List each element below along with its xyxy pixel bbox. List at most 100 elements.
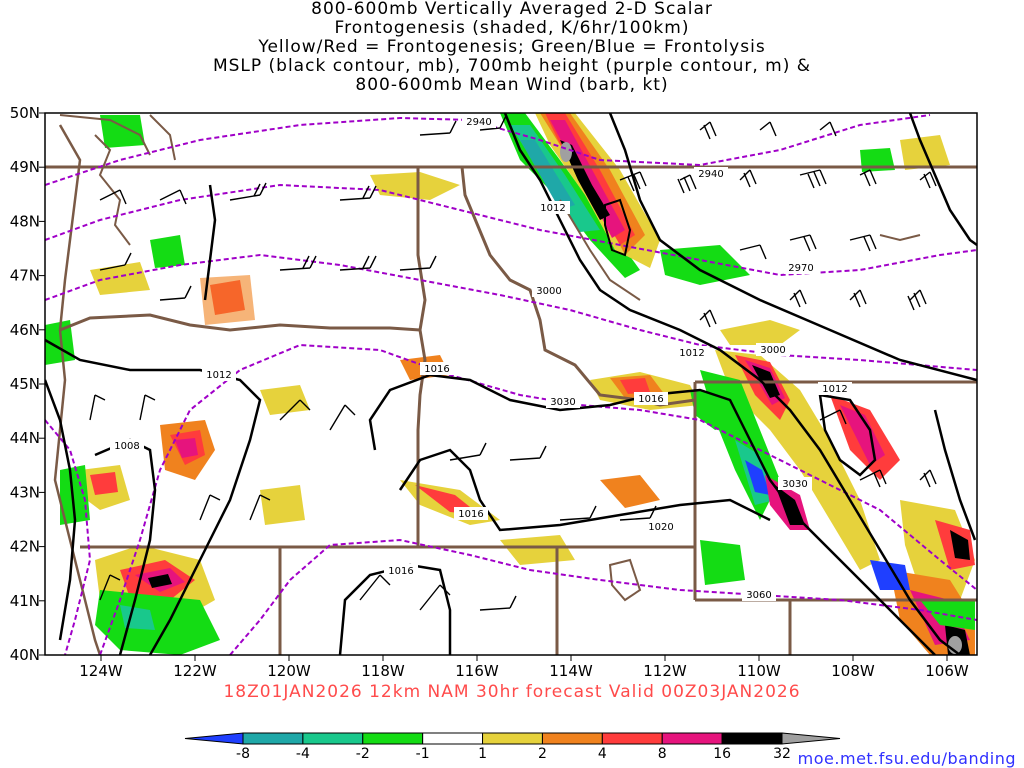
svg-text:2970: 2970 xyxy=(788,263,813,274)
mslp-contour-wyoming-loop xyxy=(818,393,877,477)
wind-barb xyxy=(699,309,717,328)
colorbar-swatch xyxy=(721,732,783,745)
wind-barb xyxy=(99,189,127,205)
svg-text:1016: 1016 xyxy=(388,566,413,577)
frontogenesis-band-wyoming xyxy=(715,350,880,570)
frontolysis-band-utah xyxy=(700,540,745,585)
wind-barb xyxy=(919,171,937,189)
wind-barb xyxy=(677,174,697,194)
great-salt-lake xyxy=(608,558,642,602)
colorbar-label: -1 xyxy=(416,746,430,762)
mslp-contour-east xyxy=(908,113,977,247)
colorbar-swatch xyxy=(661,732,723,745)
height-contour-3060 xyxy=(229,538,977,655)
colorbar-label: 32 xyxy=(773,746,791,762)
svg-text:1016: 1016 xyxy=(424,364,449,375)
mslp-contour-1016-idaho xyxy=(368,373,936,655)
frontogenesis-core-north-gray xyxy=(560,142,572,162)
svg-text:1008: 1008 xyxy=(114,441,139,452)
wind-barb xyxy=(449,442,487,461)
wind-barbs xyxy=(89,115,937,611)
mslp-label: 1016 xyxy=(384,564,418,577)
wind-barb xyxy=(279,255,317,271)
colorbar-swatch xyxy=(184,732,244,745)
frontogenesis-band-montana-b xyxy=(720,320,800,345)
wind-barb xyxy=(419,120,457,136)
mslp-contour-wyoming xyxy=(608,113,977,382)
wind-barb xyxy=(479,595,517,611)
svg-text:3060: 3060 xyxy=(746,590,771,601)
frontogenesis-band-utah-b xyxy=(500,535,575,565)
height-label: 3030 xyxy=(546,395,580,408)
wind-barb xyxy=(339,185,377,201)
mslp-label: 1016 xyxy=(634,392,668,405)
wind-barb xyxy=(359,574,391,601)
wind-barb xyxy=(859,169,877,187)
latitude-label: 47N xyxy=(10,267,40,285)
frontogenesis-band-oregon-c xyxy=(175,438,198,458)
colorbar-swatch xyxy=(242,732,304,745)
colorbar-swatch xyxy=(541,732,603,745)
latitude-label: 48N xyxy=(10,212,40,230)
svg-text:1020: 1020 xyxy=(648,522,673,533)
height-label: 3000 xyxy=(756,343,790,356)
wind-barb xyxy=(789,289,807,308)
frontogenesis-band-oregon-d xyxy=(260,485,305,525)
colorbar-label: 16 xyxy=(713,746,731,762)
frontogenesis-core-ca xyxy=(148,574,172,588)
latitude-label: 41N xyxy=(10,592,40,610)
colorbar-label: 2 xyxy=(538,746,547,762)
frontogenesis-core-north xyxy=(560,140,610,220)
svg-text:1016: 1016 xyxy=(458,509,483,520)
height-label: 3060 xyxy=(742,588,776,601)
map-title-line-4: MSLP (black contour, mb), 700mb height (… xyxy=(212,56,812,76)
wind-barb xyxy=(699,121,717,140)
wind-barb xyxy=(159,189,187,205)
source-credit[interactable]: moe.met.fsu.edu/banding xyxy=(797,749,1016,768)
longitude-label: 120W xyxy=(267,662,311,680)
latitude-label: 50N xyxy=(10,104,40,122)
canada-coastline xyxy=(149,114,176,161)
forecast-caption: 18Z01JAN2026 12km NAM 30hr forecast Vali… xyxy=(223,682,801,702)
wind-barb xyxy=(139,394,156,421)
latitude-label: 42N xyxy=(10,538,40,556)
idaho-river xyxy=(559,199,641,301)
mslp-contour-east-plains xyxy=(933,409,977,541)
mslp-contour-north-loop xyxy=(604,198,632,257)
colorbar-label: 4 xyxy=(598,746,607,762)
wind-barb xyxy=(509,445,547,461)
wind-barb xyxy=(339,255,377,271)
mslp-label: 1016 xyxy=(454,507,488,520)
height-contour-2970 xyxy=(45,183,977,277)
wind-barb xyxy=(279,399,311,421)
frontolysis-band-washington-b xyxy=(100,115,145,148)
wind-barb xyxy=(199,494,221,521)
svg-text:3030: 3030 xyxy=(550,397,575,408)
svg-text:3030: 3030 xyxy=(782,479,807,490)
wind-barb xyxy=(919,469,937,488)
latitude-label: 44N xyxy=(10,429,40,447)
mslp-label: 1008 xyxy=(110,439,144,452)
vancouver-island-coast xyxy=(59,114,151,156)
wind-barb xyxy=(249,494,271,521)
colorbar-label: -2 xyxy=(356,746,370,762)
map-title-line-1: 800-600mb Vertically Averaged 2-D Scalar xyxy=(311,0,713,19)
contour-label-group: 1012 1012 1012 1008 1016 1016 1016 1016 … xyxy=(110,115,852,601)
wind-barb xyxy=(619,505,657,521)
mslp-label: 1012 xyxy=(818,382,852,395)
mslp-label: 1012 xyxy=(536,201,570,214)
colorbar-label: 8 xyxy=(658,746,667,762)
wind-barb xyxy=(99,252,132,271)
svg-text:3000: 3000 xyxy=(760,345,785,356)
mslp-contour-1016-nevada xyxy=(398,448,771,532)
svg-text:1012: 1012 xyxy=(822,384,847,395)
svg-text:1012: 1012 xyxy=(206,370,231,381)
frontolysis-band-corner xyxy=(920,600,975,630)
mslp-label: 1012 xyxy=(675,346,709,359)
longitude-label: 112W xyxy=(643,662,687,680)
wind-barb xyxy=(799,169,827,189)
mslp-label: 1020 xyxy=(644,520,678,533)
wind-barb xyxy=(907,289,927,311)
latitude-label: 49N xyxy=(10,158,40,176)
wind-barb xyxy=(329,404,356,431)
